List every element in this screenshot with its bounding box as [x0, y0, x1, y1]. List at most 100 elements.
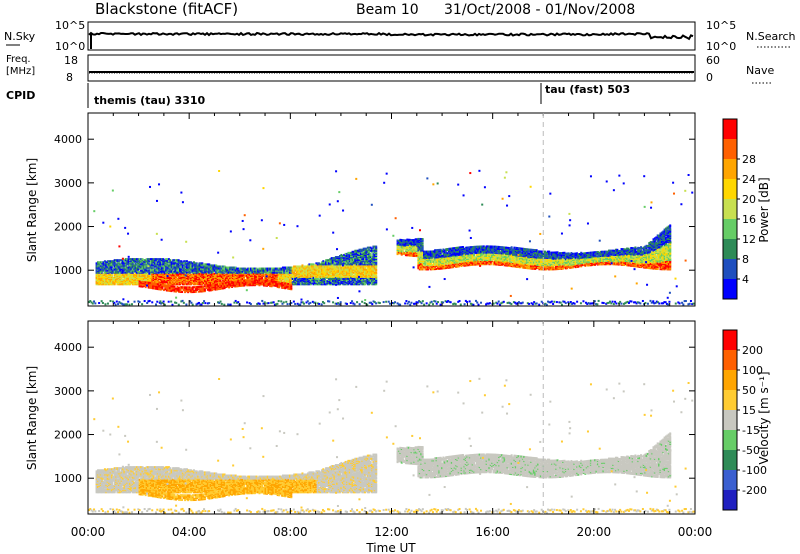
power-cell [216, 280, 219, 283]
power-cell [172, 265, 175, 268]
power-cell [233, 266, 236, 269]
power-cell [223, 273, 226, 276]
power-cell [173, 262, 176, 265]
power-cell [233, 273, 236, 276]
power-cell [211, 271, 214, 274]
power-cell [133, 273, 136, 276]
power-cell [202, 281, 205, 284]
power-cell [262, 267, 265, 270]
power-cell [156, 269, 159, 272]
power-cell [252, 273, 255, 276]
power-cell [122, 281, 125, 284]
power-cell [294, 283, 297, 286]
power-cell [108, 266, 111, 269]
power-cell [165, 260, 168, 263]
power-cell [190, 267, 193, 270]
power-cell [151, 262, 154, 265]
power-cell [126, 279, 129, 282]
power-cell [119, 272, 122, 275]
power-cell [213, 264, 216, 267]
power-cell [126, 272, 129, 275]
power-cell [135, 261, 138, 264]
power-cell [109, 260, 112, 263]
power-cell [122, 274, 125, 277]
power-cell [263, 273, 266, 276]
power-cell [180, 272, 183, 275]
power-cell [213, 274, 216, 277]
power-cell [142, 261, 145, 264]
power-cell [174, 265, 177, 268]
power-cell [156, 275, 159, 278]
power-cell [119, 277, 122, 280]
power-cell [173, 285, 176, 288]
power-cell [243, 270, 246, 273]
power-cell [134, 282, 137, 285]
power-cell [297, 269, 300, 272]
power-cell [102, 279, 105, 282]
power-cell [375, 245, 378, 248]
power-cell [152, 281, 155, 284]
power-cell [180, 268, 183, 271]
power-cell [281, 270, 284, 273]
power-cell [183, 279, 186, 282]
power-cell [109, 271, 112, 274]
power-cell [266, 275, 269, 278]
power-cell [295, 267, 298, 270]
power-cell [115, 269, 118, 272]
power-cell [222, 266, 225, 269]
power-cell [105, 261, 108, 264]
power-cell [140, 265, 143, 268]
power-cell [159, 275, 162, 278]
power-cell [179, 272, 182, 275]
power-cell [230, 277, 233, 280]
power-cell [173, 263, 176, 266]
power-cell [106, 269, 109, 272]
power-cell [216, 274, 219, 277]
power-cell [134, 277, 137, 280]
power-cell [116, 283, 119, 286]
power-cell [115, 265, 118, 268]
power-cell [252, 267, 255, 270]
power-cell [217, 267, 220, 270]
power-cell [137, 275, 140, 278]
power-cell [135, 282, 138, 285]
power-cell [295, 281, 298, 284]
power-cell [265, 277, 268, 280]
power-cell [297, 278, 300, 281]
power-cell [109, 275, 112, 278]
power-cell [108, 269, 111, 272]
power-cell [176, 278, 179, 281]
power-cell [229, 267, 232, 270]
power-cell [205, 273, 208, 276]
power-cell [149, 264, 152, 267]
power-cell [227, 273, 230, 276]
power-cell [291, 270, 294, 273]
power-cell [177, 278, 180, 281]
power-cell [223, 268, 226, 271]
power-cell [120, 262, 123, 265]
power-cell [198, 283, 201, 286]
power-cell [102, 280, 105, 283]
power-cell [226, 279, 229, 282]
power-cell [123, 275, 126, 278]
power-cell [190, 269, 193, 272]
power-cell [124, 259, 127, 262]
power-cell [209, 278, 212, 281]
power-cell [263, 274, 266, 277]
power-cell [300, 283, 303, 286]
power-cell [183, 282, 186, 285]
power-cell [110, 261, 113, 264]
power-cell [158, 267, 161, 270]
power-cell [279, 277, 282, 280]
power-cell [269, 279, 272, 282]
power-cell [103, 282, 106, 285]
power-cell [247, 267, 250, 270]
power-cell [286, 278, 289, 281]
power-cell [169, 281, 172, 284]
power-cell [152, 274, 155, 277]
power-cell [176, 261, 179, 264]
power-cell [283, 268, 286, 271]
power-cell [273, 283, 276, 286]
power-cell [137, 270, 140, 273]
power-cell [192, 269, 195, 272]
